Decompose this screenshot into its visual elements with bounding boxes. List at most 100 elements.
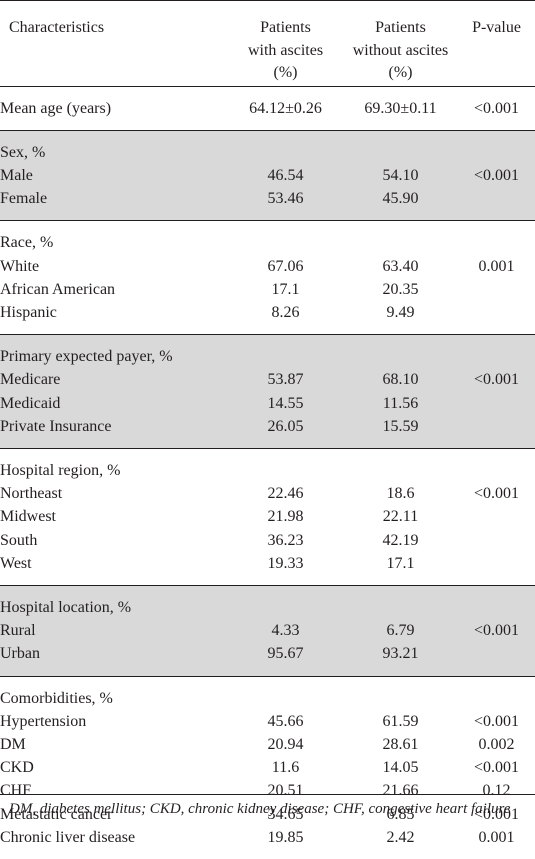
value-with-ascites: 34.65	[267, 805, 304, 823]
value-without-ascites	[343, 585, 458, 619]
value-with-ascites: 4.33	[271, 622, 300, 640]
group-title: Mean age (years)	[0, 99, 112, 117]
table-row: White 67.06 63.40 0.001	[0, 255, 535, 278]
table-row: DM 20.94 28.61 0.002	[0, 733, 535, 756]
value-with-ascites: 14.55	[267, 394, 304, 412]
table-row: Medicare 53.87 68.10 <0.001	[0, 368, 535, 391]
value-without-ascites: 6.85	[386, 805, 415, 823]
table-row: Metastatic cancer 34.65 6.85 <0.001	[0, 803, 535, 826]
value-without-ascites: 17.1	[386, 554, 415, 572]
value-with-ascites: 67.06	[267, 257, 304, 275]
p-value	[458, 448, 535, 482]
value-without-ascites: 54.10	[382, 166, 419, 184]
value-without-ascites: 6.79	[386, 622, 415, 640]
header-characteristics: Characteristics	[9, 19, 105, 36]
row-label: CHF	[0, 782, 32, 800]
value-with-ascites: 21.98	[267, 508, 304, 526]
row-label: Private Insurance	[0, 417, 112, 435]
group-title-row: Hospital location, %	[0, 585, 535, 619]
table-row: Medicaid 14.55 11.56	[0, 392, 535, 415]
group-title: Race, %	[0, 234, 54, 252]
value-without-ascites: 15.59	[382, 417, 419, 435]
p-value	[458, 585, 535, 619]
row-label: Metastatic cancer	[0, 805, 113, 823]
p-value: <0.001	[473, 485, 520, 503]
value-with-ascites: 22.46	[267, 485, 304, 503]
value-with-ascites: 53.87	[267, 371, 304, 389]
value-without-ascites: 9.49	[386, 303, 415, 321]
table-row: Rural 4.33 6.79 <0.001	[0, 619, 535, 642]
row-label: Urban	[0, 645, 40, 663]
table-footnote: DM, diabetes mellitus; CKD, chronic kidn…	[0, 794, 535, 820]
value-without-ascites: 93.21	[382, 645, 419, 663]
p-value: 0.001	[478, 257, 515, 275]
p-value: 0.002	[478, 735, 515, 753]
group-title-row: Comorbidities, %	[0, 676, 535, 710]
row-label: Medicaid	[0, 394, 61, 412]
row-label: Rural	[0, 622, 36, 640]
value-with-ascites	[228, 448, 343, 482]
value-without-ascites: 22.11	[382, 508, 419, 526]
value-with-ascites: 45.66	[267, 712, 304, 730]
table-group: Hospital location, % Rural 4.33 6.79 <0.001 U…	[0, 585, 535, 677]
value-without-ascites	[343, 676, 458, 710]
value-with-ascites	[228, 676, 343, 710]
value-without-ascites: 63.40	[382, 257, 419, 275]
table-row: Chronic liver disease 19.85 2.42 0.001	[0, 826, 535, 859]
value-without-ascites: 21.66	[382, 782, 419, 800]
value-with-ascites: 26.05	[267, 417, 304, 435]
group-title: Comorbidities, %	[0, 689, 113, 707]
value-without-ascites: 2.42	[386, 828, 415, 846]
p-value	[458, 130, 535, 164]
row-label: South	[0, 531, 38, 549]
p-value: <0.001	[473, 166, 520, 184]
group-title-row: Sex, %	[0, 130, 535, 164]
row-label: DM	[0, 735, 26, 753]
p-value: <0.001	[473, 805, 520, 823]
p-value	[458, 676, 535, 710]
value-with-ascites: 17.1	[271, 280, 300, 298]
table-row: CHF 20.51 21.66 0.12	[0, 779, 535, 802]
value-without-ascites	[343, 221, 458, 255]
group-title-row: Race, %	[0, 221, 535, 255]
table-row: Urban 95.67 93.21	[0, 642, 535, 676]
value-without-ascites: 61.59	[382, 712, 419, 730]
value-with-ascites	[228, 221, 343, 255]
p-value	[458, 301, 535, 335]
value-without-ascites	[343, 335, 458, 369]
row-label: Midwest	[0, 508, 56, 526]
value-without-ascites: 18.6	[386, 485, 415, 503]
value-with-ascites: 20.94	[267, 735, 304, 753]
p-value	[458, 187, 535, 221]
table-group: Race, % White 67.06 63.40 0.001 African Ameri…	[0, 220, 535, 335]
value-with-ascites: 95.67	[267, 645, 304, 663]
p-value: 0.001	[478, 828, 515, 846]
row-label: Northeast	[0, 485, 63, 503]
table-row: Private Insurance 26.05 15.59	[0, 415, 535, 449]
table-row: West 19.33 17.1	[0, 552, 535, 586]
value-with-ascites: 19.33	[267, 554, 304, 572]
group-title-row: Hospital region, %	[0, 448, 535, 482]
row-label: CKD	[0, 759, 34, 777]
table-row: Hypertension 45.66 61.59 <0.001	[0, 710, 535, 733]
row-label: Chronic liver disease	[0, 828, 136, 846]
group-title: Hospital location, %	[0, 598, 132, 616]
value-without-ascites: 68.10	[382, 371, 419, 389]
p-value: <0.001	[473, 712, 520, 730]
value-with-ascites: 19.85	[267, 828, 304, 846]
row-label: Female	[0, 190, 48, 208]
value-without-ascites	[343, 130, 458, 164]
table-row: Midwest 21.98 22.11	[0, 505, 535, 528]
p-value	[458, 505, 535, 528]
value-without-ascites: 28.61	[382, 735, 419, 753]
value-with-ascites	[228, 335, 343, 369]
p-value	[458, 552, 535, 586]
p-value	[458, 335, 535, 369]
row-label: Hypertension	[0, 712, 87, 730]
table-group: Comorbidities, % Hypertension 45.66 61.59 <0…	[0, 676, 535, 859]
table-row: Northeast 22.46 18.6 <0.001	[0, 482, 535, 505]
table-group: Hospital region, % Northeast 22.46 18.6 <0.0…	[0, 448, 535, 585]
table-row: Female 53.46 45.90	[0, 187, 535, 221]
